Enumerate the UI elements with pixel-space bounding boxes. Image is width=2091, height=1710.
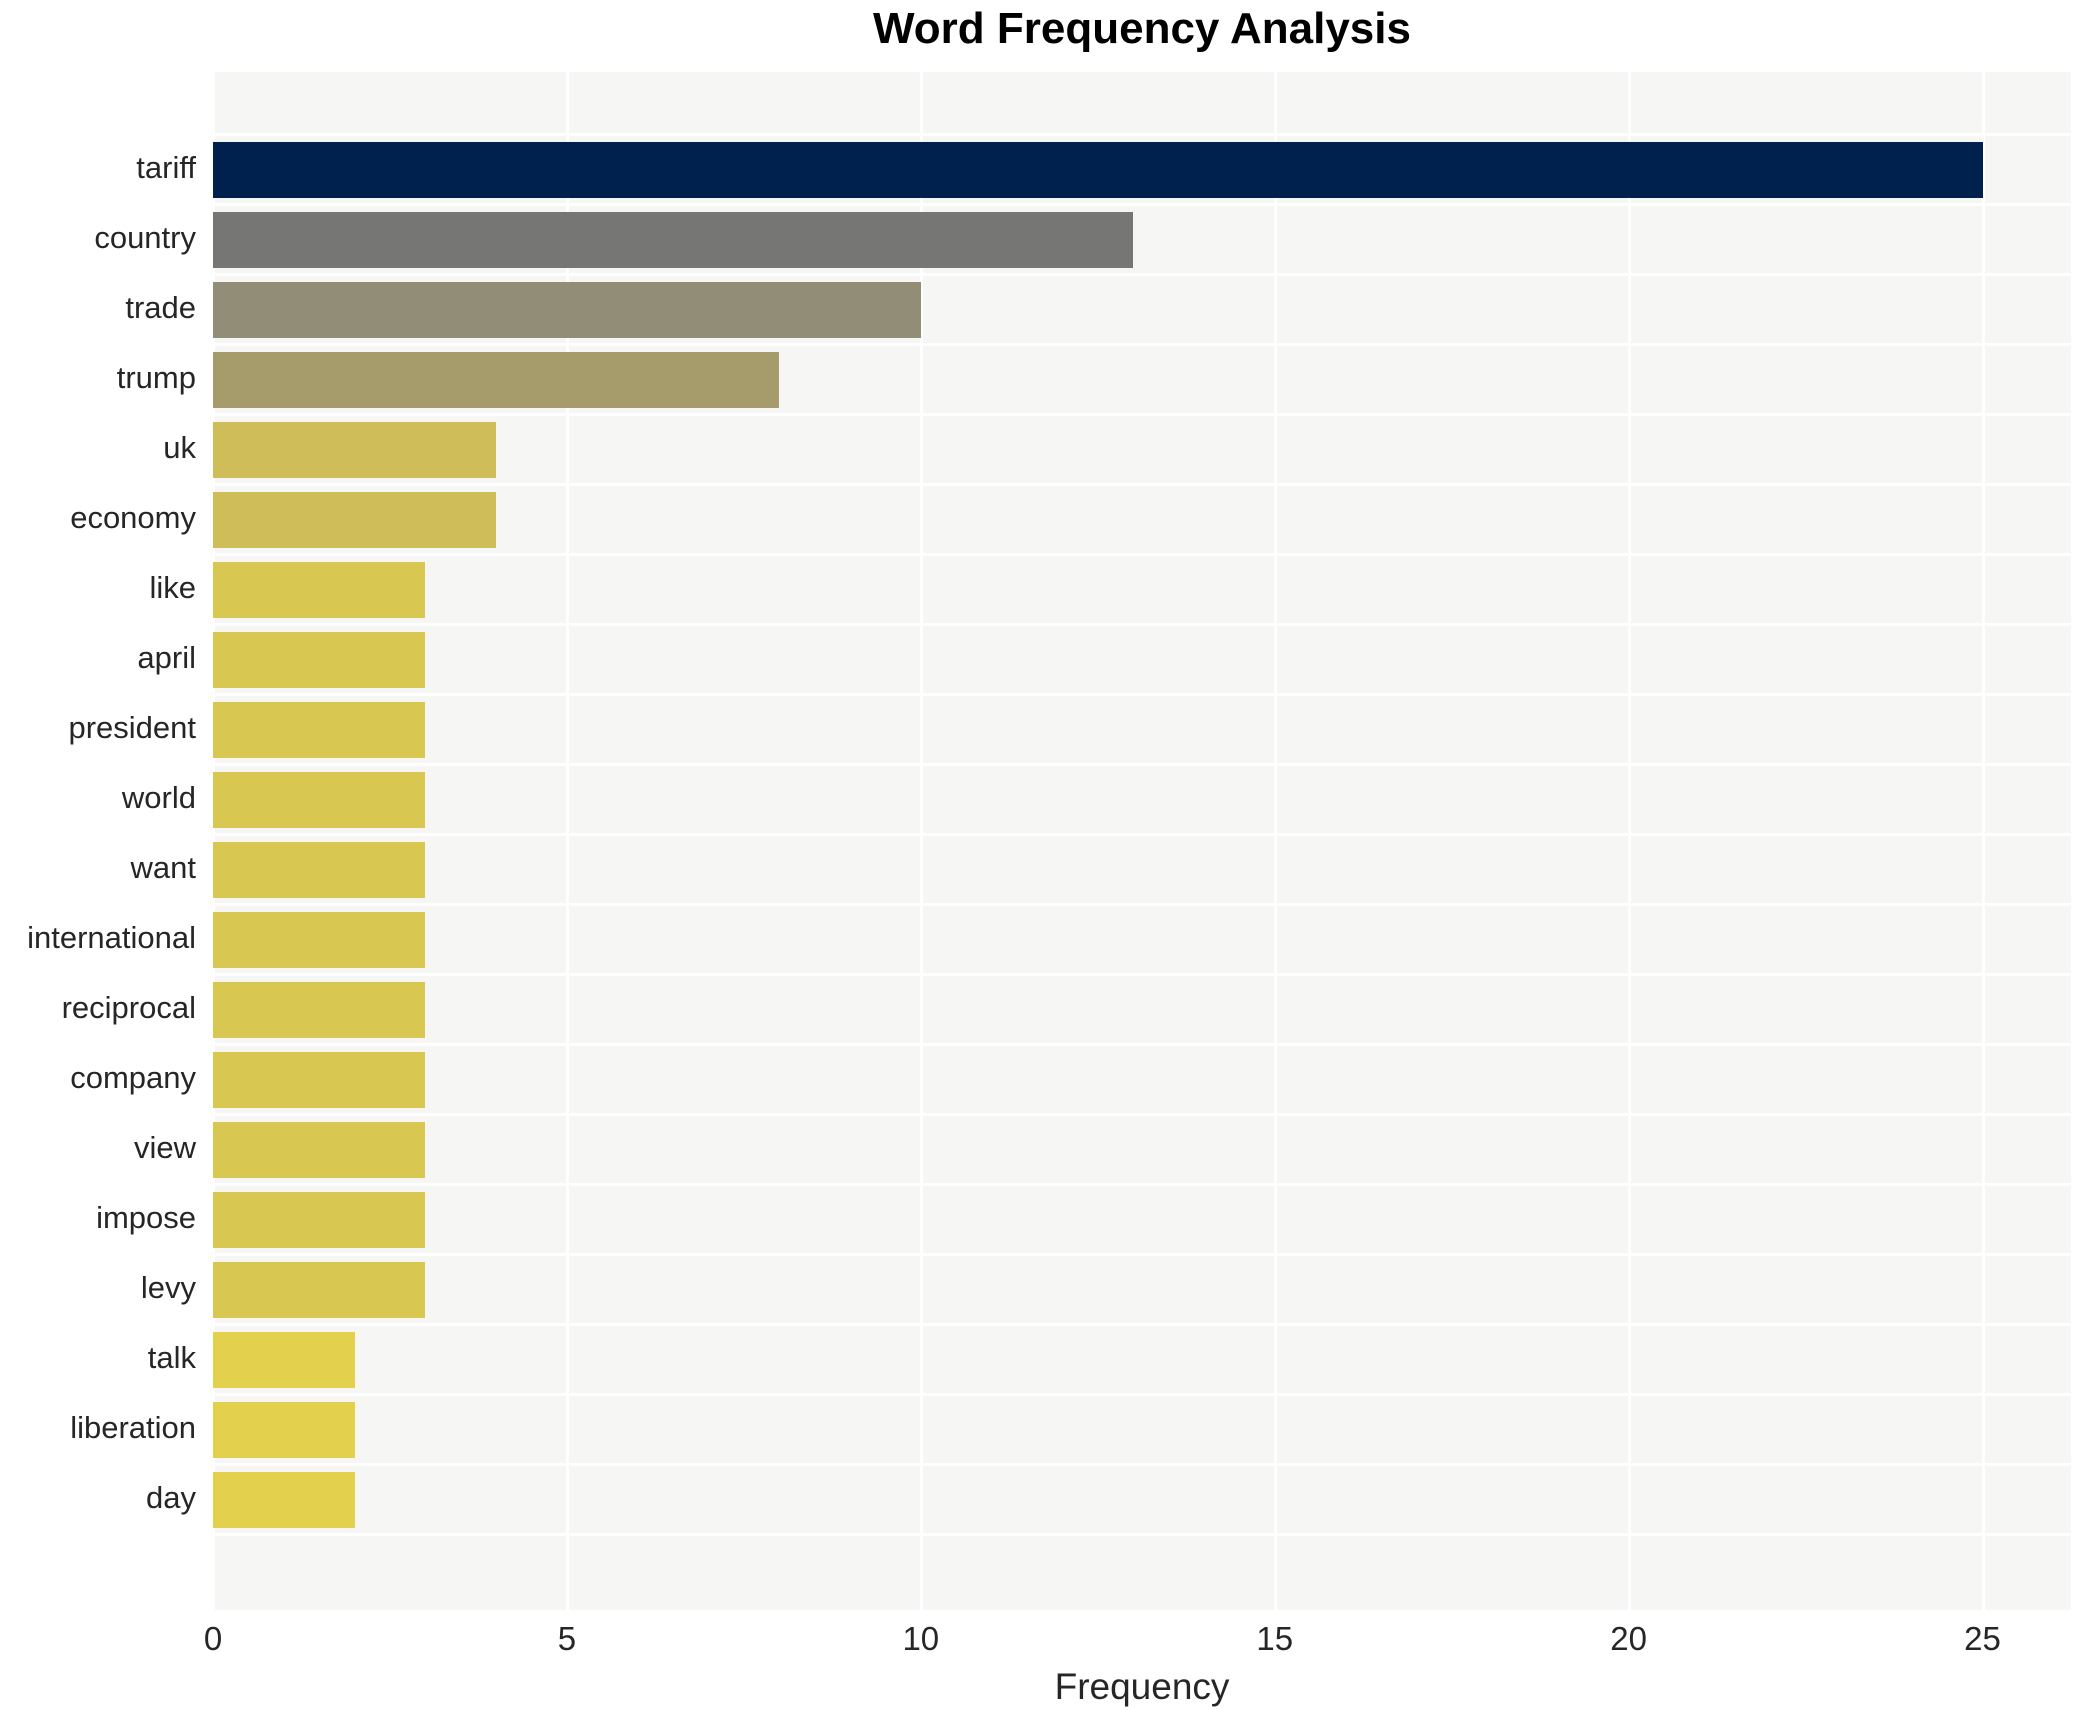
- bar-reciprocal: [213, 981, 426, 1038]
- bar-row-international: [213, 903, 2071, 973]
- y-label-trump: trump: [116, 360, 196, 395]
- bar-row-impose: [213, 1183, 2071, 1253]
- bar-company: [213, 1051, 426, 1108]
- y-label-uk: uk: [163, 430, 196, 465]
- gridline-x-15: [1273, 72, 1277, 1610]
- bar-day: [213, 1471, 355, 1528]
- bar-row-talk: [213, 1323, 2071, 1393]
- bar-row-trade: [213, 273, 2071, 343]
- bar-want: [213, 841, 426, 898]
- bar-international: [213, 911, 426, 968]
- bar-trade: [213, 281, 921, 338]
- bar-uk: [213, 421, 497, 478]
- bar-row-trump: [213, 343, 2071, 413]
- y-label-country: country: [94, 220, 196, 255]
- gridline-x-25: [1981, 72, 1985, 1610]
- bar-row-view: [213, 1113, 2071, 1183]
- x-tick-25: 25: [1964, 1620, 2001, 1657]
- y-label-impose: impose: [96, 1200, 196, 1235]
- x-tick-15: 15: [1256, 1620, 1294, 1657]
- gridline-x-0: [212, 72, 215, 1610]
- bar-economy: [213, 491, 497, 548]
- y-label-april: april: [137, 640, 196, 675]
- bar-row-want: [213, 833, 2071, 903]
- x-tick-20: 20: [1610, 1620, 1647, 1657]
- chart-title: Word Frequency Analysis: [873, 4, 1411, 53]
- bar-row-economy: [213, 483, 2071, 553]
- gridline-x-5: [565, 72, 569, 1610]
- bar-row-country: [213, 203, 2071, 273]
- x-tick-5: 5: [557, 1620, 577, 1657]
- y-axis-labels: tariff country trade trump uk economy like apri…: [0, 133, 196, 1533]
- bar-row-world: [213, 763, 2071, 833]
- gridline-x-20: [1627, 72, 1631, 1610]
- bar-row-tariff: [213, 133, 2071, 203]
- bar-world: [213, 771, 426, 828]
- y-label-want: want: [130, 850, 196, 885]
- bar-view: [213, 1121, 426, 1178]
- bar-tariff: [213, 141, 1983, 198]
- y-label-tariff: tariff: [136, 150, 196, 185]
- y-label-like: like: [149, 570, 196, 605]
- plot-area: [212, 72, 2071, 1610]
- x-tick-0: 0: [203, 1620, 223, 1657]
- x-tick-10: 10: [902, 1620, 940, 1657]
- y-label-reciprocal: reciprocal: [61, 990, 196, 1025]
- bar-row-april: [213, 623, 2071, 693]
- y-label-day: day: [146, 1480, 196, 1515]
- bar-row-levy: [213, 1253, 2071, 1323]
- bar-levy: [213, 1261, 426, 1318]
- bar-president: [213, 701, 426, 758]
- x-axis-title: Frequency: [1054, 1666, 1230, 1707]
- y-label-company: company: [70, 1060, 196, 1095]
- bar-row-day: [213, 1463, 2071, 1533]
- bar-row-like: [213, 553, 2071, 623]
- bar-row-president: [213, 693, 2071, 763]
- y-label-talk: talk: [147, 1340, 196, 1375]
- y-label-liberation: liberation: [70, 1410, 196, 1445]
- bar-impose: [213, 1191, 426, 1248]
- bar-like: [213, 561, 426, 618]
- bar-rows: [213, 133, 2071, 1536]
- bar-liberation: [213, 1401, 355, 1458]
- bar-talk: [213, 1331, 355, 1388]
- y-label-trade: trade: [125, 290, 196, 325]
- y-label-levy: levy: [140, 1270, 196, 1305]
- y-label-economy: economy: [70, 500, 196, 535]
- bar-row-company: [213, 1043, 2071, 1113]
- x-axis-ticks: 0 5 10 15 20 25: [204, 1620, 2071, 1662]
- bar-rows-bottom-line: [213, 1533, 2071, 1536]
- bar-april: [213, 631, 426, 688]
- y-label-view: view: [133, 1130, 196, 1165]
- bar-row-liberation: [213, 1393, 2071, 1463]
- y-label-world: world: [121, 780, 196, 815]
- gridline-x-10: [919, 72, 923, 1610]
- bar-country: [213, 211, 1134, 268]
- bar-row-reciprocal: [213, 973, 2071, 1043]
- bar-row-uk: [213, 413, 2071, 483]
- y-label-president: president: [68, 710, 196, 745]
- bar-trump: [213, 351, 780, 408]
- y-label-international: international: [27, 920, 196, 955]
